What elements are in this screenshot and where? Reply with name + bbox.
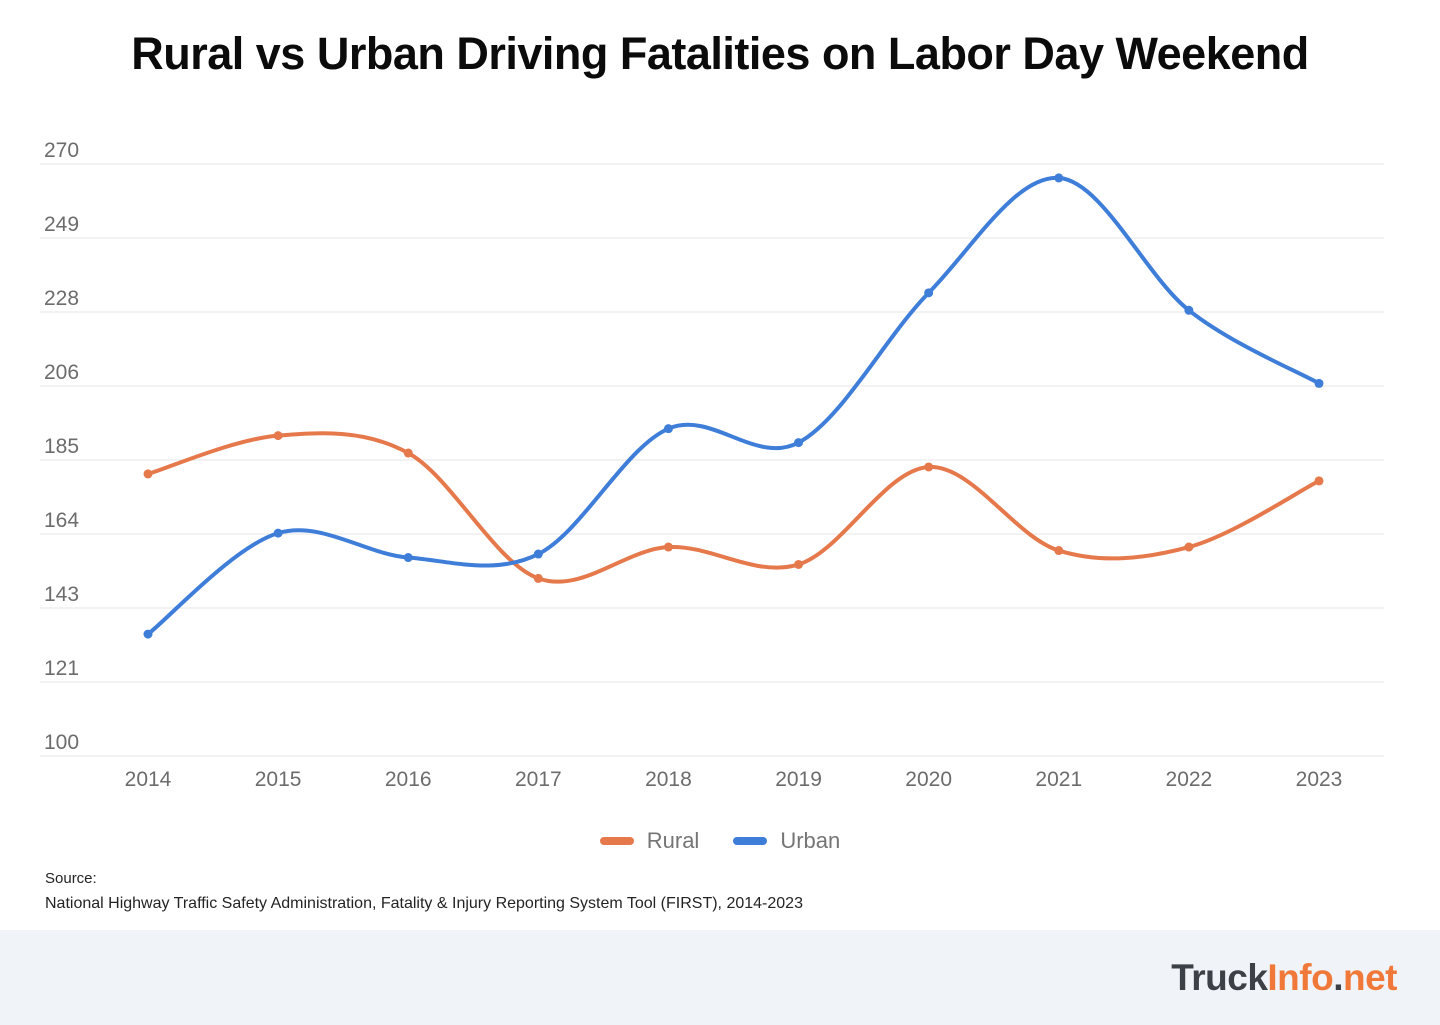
rural-point-2014: [143, 469, 153, 479]
x-tick-label: 2018: [645, 768, 692, 791]
rural-point-2019: [794, 559, 804, 569]
y-tick-label: 164: [44, 509, 79, 532]
y-tick-label: 185: [44, 435, 79, 458]
line-chart: 100 121 143 164 185 206 228 249 270 2014 2015 2016 2…: [40, 139, 1384, 791]
x-tick-label: 2020: [905, 768, 952, 791]
x-tick-label: 2019: [775, 768, 822, 791]
rural-point-2023: [1314, 476, 1324, 486]
logo-part-net: net: [1343, 956, 1398, 998]
legend-label-urban: Urban: [780, 828, 841, 853]
footer-bar: TruckInfo.net: [0, 930, 1440, 1025]
rural-point-2015: [273, 431, 283, 441]
x-tick-label: 2022: [1166, 768, 1213, 791]
x-tick-label: 2021: [1035, 768, 1082, 791]
urban-point-2018: [663, 424, 673, 434]
urban-point-2015: [273, 528, 283, 538]
urban-point-2023: [1314, 378, 1324, 388]
y-tick-label: 206: [44, 361, 79, 384]
x-tick-label: 2023: [1296, 768, 1343, 791]
logo-part-truck: Truck: [1171, 956, 1268, 998]
y-tick-label: 228: [44, 287, 79, 310]
urban-point-2022: [1184, 305, 1194, 315]
y-tick-label: 143: [44, 583, 79, 606]
rural-point-2020: [924, 462, 934, 472]
rural-point-2016: [403, 448, 413, 458]
logo-part-dot: .: [1333, 956, 1343, 998]
urban-swatch-icon: [733, 837, 768, 845]
urban-point-2021: [1054, 173, 1064, 183]
legend-item-urban[interactable]: Urban: [733, 828, 840, 854]
chart-title: Rural vs Urban Driving Fatalities on Lab…: [131, 28, 1309, 79]
legend-item-rural[interactable]: Rural: [599, 828, 700, 854]
urban-point-2019: [794, 438, 804, 448]
y-tick-label: 100: [44, 731, 79, 754]
source-label: Source:: [45, 870, 97, 887]
urban-point-2014: [143, 629, 153, 639]
x-tick-label: 2014: [125, 768, 172, 791]
x-tick-label: 2016: [385, 768, 432, 791]
y-tick-label: 270: [44, 139, 79, 162]
x-tick-label: 2017: [515, 768, 562, 791]
urban-point-2017: [533, 549, 543, 559]
urban-point-2020: [924, 288, 934, 298]
rural-point-2022: [1184, 542, 1194, 552]
legend-label-rural: Rural: [646, 828, 700, 853]
rural-swatch-icon: [599, 837, 634, 845]
chart-legend: Rural Urban: [0, 826, 1440, 856]
urban-point-2016: [403, 553, 413, 563]
logo-part-info: Info: [1267, 956, 1334, 998]
rural-line: [146, 431, 1321, 584]
rural-point-2018: [663, 542, 673, 552]
source-text: National Highway Traffic Safety Administ…: [45, 895, 803, 912]
truckinfo-logo[interactable]: TruckInfo.net: [1171, 957, 1397, 999]
rural-point-2017: [533, 573, 543, 583]
source-note: Source: National Highway Traffic Safety …: [45, 870, 803, 913]
y-tick-label: 121: [44, 657, 79, 680]
urban-line: [146, 175, 1321, 637]
x-tick-label: 2015: [255, 768, 302, 791]
rural-point-2021: [1054, 546, 1064, 556]
y-tick-label: 249: [44, 213, 79, 236]
